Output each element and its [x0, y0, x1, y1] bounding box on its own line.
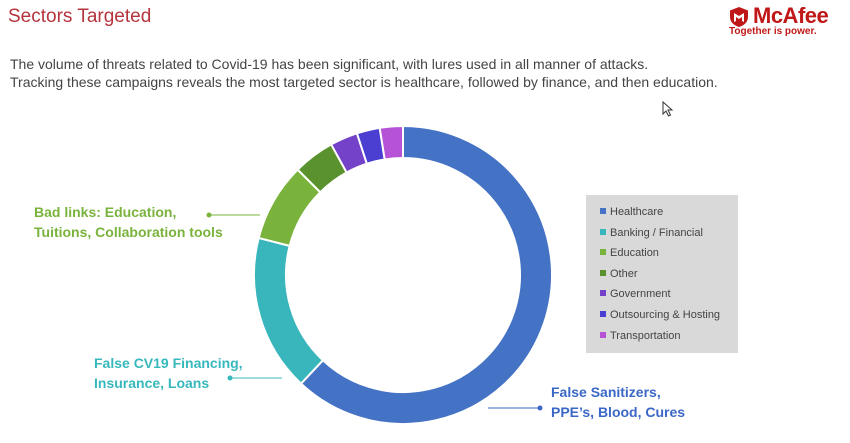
chart-slices [253, 124, 553, 425]
callout-education-line-2: Tuitions, Collaboration tools [34, 224, 223, 240]
legend-swatch [600, 228, 606, 235]
description: The volume of threats related to Covid-1… [10, 55, 730, 91]
slice-healthcare [299, 124, 553, 425]
mouse-cursor-icon [662, 101, 674, 117]
legend-item-government: Government [600, 288, 671, 304]
legend-label: Banking / Financial [610, 226, 703, 239]
legend-item-banking-financial: Banking / Financial [600, 227, 703, 243]
legend-swatch [600, 290, 606, 297]
legend-swatch [600, 269, 606, 276]
logo-tagline: Together is power. [729, 26, 817, 37]
legend-label: Other [610, 267, 638, 280]
legend-swatch [600, 331, 606, 338]
leader-dot-healthcare [537, 405, 543, 411]
legend-item-other: Other [600, 268, 638, 284]
legend-item-healthcare: Healthcare [600, 206, 663, 222]
mcafee-logo: McAfee Together is power. [728, 2, 844, 40]
legend-label: Transportation [610, 329, 681, 342]
mcafee-shield-icon [730, 7, 748, 27]
chart-legend: Healthcare Banking / Financial Education Ot… [586, 195, 738, 353]
callout-financial: False CV19 Financing, Insurance, Loans [94, 353, 243, 393]
callout-education: Bad links: Education, Tuitions, Collabor… [34, 202, 223, 242]
legend-swatch [600, 311, 606, 317]
legend-item-outsourcing-hosting: Outsourcing & Hosting [600, 309, 720, 325]
logo-brand: McAfee [753, 3, 829, 28]
legend-swatch [600, 208, 606, 214]
callout-healthcare-line-2: PPE’s, Blood, Cures [551, 404, 686, 420]
leader-dot-education [206, 212, 212, 218]
legend-item-transportation: Transportation [600, 330, 681, 346]
legend-label: Healthcare [610, 206, 664, 218]
legend-label: Education [610, 247, 659, 260]
slice-transportation [378, 124, 404, 161]
legend-label: Government [610, 288, 671, 301]
page-title: Sectors Targeted [8, 6, 152, 27]
legend-item-education: Education [600, 247, 659, 263]
callout-healthcare: False Sanitizers, PPE’s, Blood, Cures [551, 382, 685, 422]
description-line-1: The volume of threats related to Covid-1… [10, 56, 649, 72]
callout-financial-line-2: Insurance, Loans [94, 375, 210, 391]
callout-leaders [206, 212, 543, 411]
callout-healthcare-line-1: False Sanitizers, [551, 384, 661, 400]
callout-financial-line-1: False CV19 Financing, [94, 355, 243, 371]
leader-dot-banking-financial [227, 375, 233, 381]
callout-education-line-1: Bad links: Education, [34, 204, 177, 220]
legend-swatch [600, 249, 606, 256]
legend-label: Outsourcing & Hosting [610, 309, 721, 321]
slice-banking-financial [253, 236, 325, 386]
description-line-2: Tracking these campaigns reveals the mos… [10, 74, 718, 90]
